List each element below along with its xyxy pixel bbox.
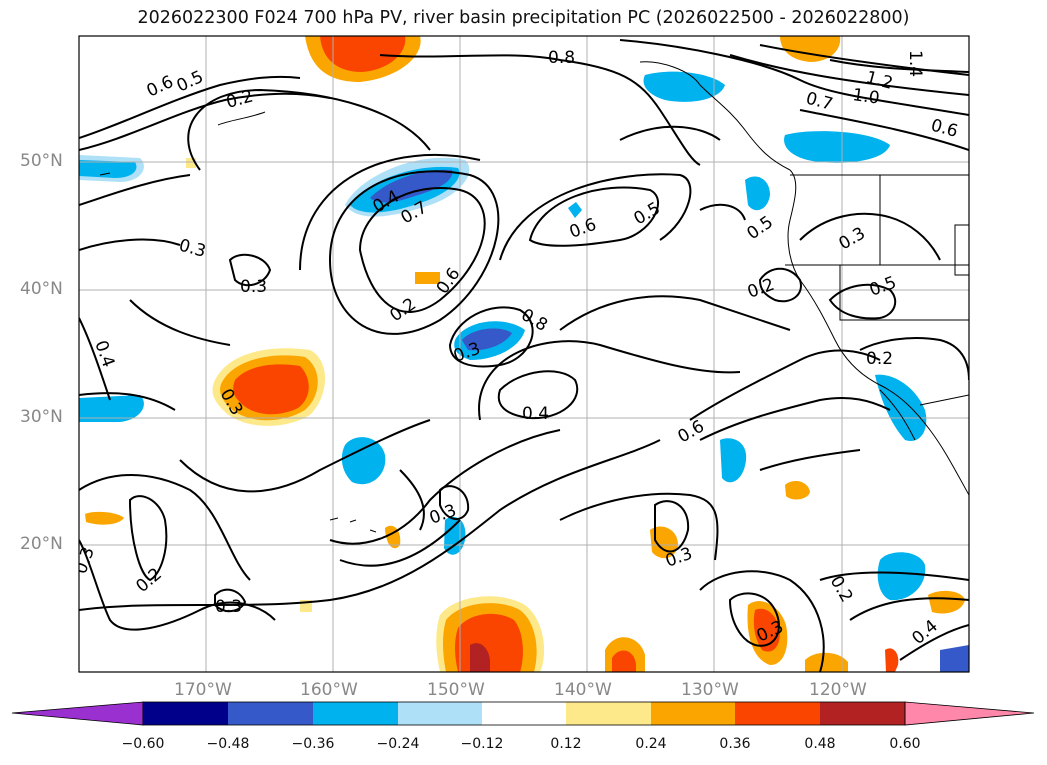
map-panel: 0.6 0.5 0.2 0.8 0.7 1.0 1.2 1.4 0.6 0.3 …: [79, 36, 969, 672]
lon-label: 170°W: [174, 680, 232, 700]
colorbar-segment: [313, 702, 398, 725]
neg-shade: [341, 437, 386, 485]
pos-shade: [320, 36, 406, 72]
neg-shade: [940, 645, 969, 672]
gridlines: [79, 36, 969, 672]
colorbar-tick-label: 0.60: [889, 736, 921, 752]
colorbar-tick-label: −0.36: [291, 736, 335, 752]
lon-label: 120°W: [809, 680, 867, 700]
colorbar-tick-label: 0.24: [635, 736, 667, 752]
pos-shade: [470, 643, 490, 672]
colorbar-tick-label: 0.12: [550, 736, 582, 752]
colorbar-segment: [398, 702, 482, 725]
contour-label: 0.2: [866, 349, 893, 369]
lon-label: 140°W: [554, 680, 612, 700]
colorbar-tick-label: −0.48: [206, 736, 250, 752]
contour-label: 0.8: [548, 48, 575, 68]
contour-label: 1.4: [905, 50, 925, 77]
colorbar-tick-label: −0.60: [121, 736, 165, 752]
lat-label: 50°N: [20, 151, 63, 171]
neg-shade: [79, 395, 144, 422]
neg-shade: [643, 71, 725, 102]
colorbar-segment: [651, 702, 735, 725]
neg-shade: [370, 169, 453, 203]
colorbar-tick-label: −0.12: [460, 736, 504, 752]
pos-shade: [805, 652, 848, 672]
colorbar-segment: [143, 702, 228, 725]
colorbar-segment: [11, 701, 144, 726]
pos-shade: [650, 526, 678, 559]
neg-shade: [720, 438, 747, 483]
contour-label: 1.0: [851, 85, 881, 109]
coastlines: [99, 61, 969, 533]
colorbar-tick-label: −0.24: [376, 736, 420, 752]
colorbar-outline: [142, 701, 906, 726]
neg-shade: [79, 160, 137, 178]
lat-label: 40°N: [20, 279, 63, 299]
map-title: 2026022300 F024 700 hPa PV, river basin …: [137, 8, 910, 28]
pos-shade: [785, 480, 810, 500]
contour-label: 0.4: [522, 404, 549, 424]
pos-shade: [415, 272, 440, 284]
pos-shade: [928, 590, 965, 614]
lat-label: 30°N: [20, 407, 63, 427]
colorbar-tick-label: 0.36: [719, 736, 751, 752]
neg-shade: [875, 374, 927, 441]
lon-label: 130°W: [681, 680, 739, 700]
lon-label: 160°W: [300, 680, 358, 700]
contour-label: 0.3: [240, 277, 267, 297]
neg-shade: [877, 552, 926, 601]
neg-shade: [745, 176, 770, 211]
lat-label: 20°N: [20, 534, 63, 554]
neg-shade: [784, 131, 890, 163]
pv-contours: [79, 39, 969, 672]
colorbar-segment: [482, 702, 566, 725]
colorbar-segment: [566, 702, 651, 725]
pos-shade: [612, 650, 636, 672]
contour-label: 0.3: [215, 597, 242, 617]
colorbar: [11, 701, 1035, 726]
pos-shade: [885, 648, 899, 672]
pos-shade: [85, 511, 124, 525]
colorbar-segment: [228, 702, 313, 725]
colorbar-segment: [904, 701, 1035, 726]
pos-shade: [233, 364, 309, 415]
neg-shade: [462, 328, 512, 351]
map-frame: [78, 35, 970, 673]
colorbar-segment: [820, 702, 905, 725]
colorbar-tick-label: 0.48: [804, 736, 836, 752]
lon-label: 150°W: [427, 680, 485, 700]
colorbar-segment: [735, 702, 820, 725]
neg-shade: [568, 202, 582, 218]
